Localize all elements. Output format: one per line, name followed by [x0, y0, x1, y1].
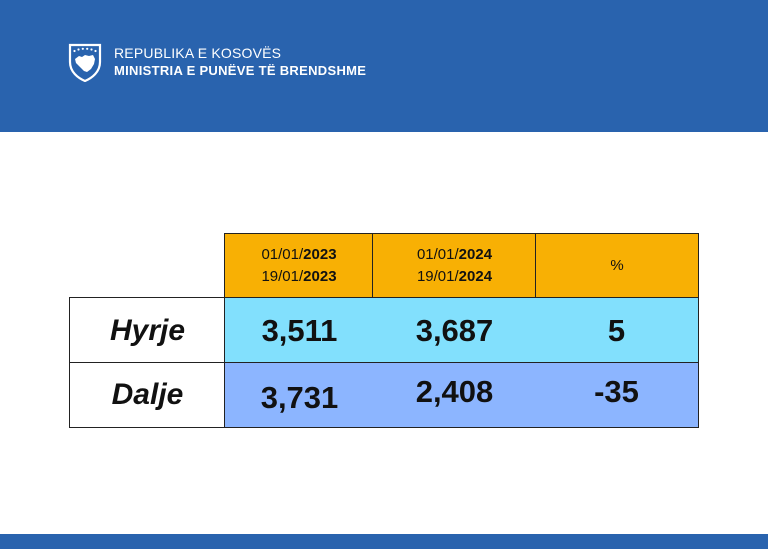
org-title-line2: MINISTRIA E PUNËVE TË BRENDSHME: [114, 63, 367, 78]
row-label-dalje: Dalje: [69, 362, 226, 428]
value-hyrje-2024: 3,687: [372, 297, 537, 364]
header-banner: REPUBLIKA E KOSOVËS MINISTRIA E PUNËVE T…: [0, 0, 768, 132]
org-title-line1: REPUBLIKA E KOSOVËS: [114, 45, 282, 61]
kosovo-coat-of-arms-icon: [68, 43, 102, 82]
value-hyrje-2023: 3,511: [224, 297, 374, 364]
column-header-2023: 01/01/2023 19/01/2023: [224, 233, 374, 299]
column-header-2024: 01/01/2024 19/01/2024: [372, 233, 537, 299]
organization-name: REPUBLIKA E KOSOVËS MINISTRIA E PUNËVE T…: [114, 45, 366, 80]
footer-bar: [0, 534, 768, 549]
value-hyrje-percent: 5: [535, 297, 699, 364]
value-dalje-2024: 2,408: [372, 362, 537, 428]
value-dalje-percent: -35: [535, 362, 699, 428]
row-label-hyrje: Hyrje: [69, 297, 226, 364]
column-header-percent: %: [535, 233, 699, 299]
value-dalje-2023: 3,731: [224, 362, 374, 428]
